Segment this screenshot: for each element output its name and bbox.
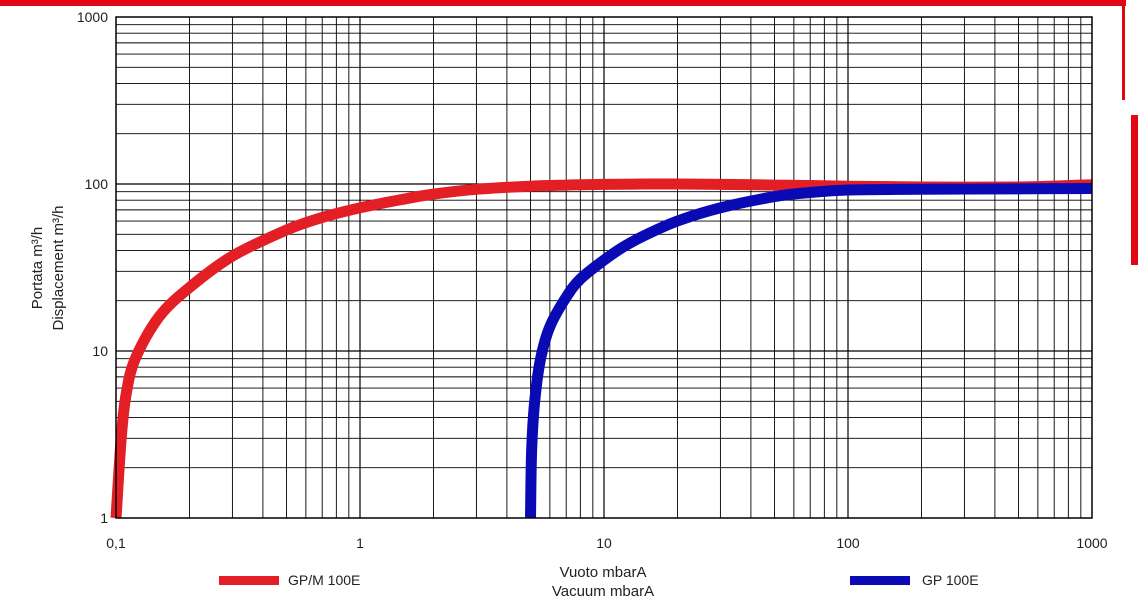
legend-swatch-gpm-100e — [219, 576, 279, 585]
x-tick-label: 100 — [836, 535, 860, 551]
legend-swatch-gp-100e — [850, 576, 910, 585]
plot-border — [115, 16, 1093, 519]
y-tick-label: 100 — [85, 176, 109, 192]
right-accent-tab — [1131, 115, 1138, 265]
series-line-0 — [110, 178, 1093, 519]
top-accent-bar — [0, 0, 1126, 6]
y-tick-labels: 1 10 100 1000 — [77, 9, 108, 526]
chart-grid — [116, 17, 1092, 518]
x-tick-label: 10 — [596, 535, 612, 551]
legend: GP/M 100E GP 100E — [219, 572, 979, 588]
x-axis-label-1: Vuoto mbarA — [560, 564, 647, 581]
x-tick-label: 0,1 — [106, 535, 126, 551]
y-tick-label: 10 — [92, 343, 108, 359]
x-tick-labels: 0,1 1 10 100 1000 — [106, 535, 1108, 551]
x-tick-label: 1000 — [1076, 535, 1107, 551]
y-axis-label-2: Displacement m³/h — [50, 205, 67, 330]
right-accent-line — [1122, 0, 1125, 100]
x-axis-label-2: Vacuum mbarA — [552, 583, 654, 600]
series-line-1 — [525, 183, 1093, 519]
x-tick-label: 1 — [356, 535, 364, 551]
legend-label-gpm-100e: GP/M 100E — [288, 572, 360, 588]
y-tick-label: 1000 — [77, 9, 108, 25]
chart-series — [110, 178, 1093, 519]
legend-label-gp-100e: GP 100E — [922, 572, 979, 588]
y-tick-label: 1 — [100, 510, 108, 526]
y-axis-label-1: Portata m³/h — [29, 227, 46, 310]
